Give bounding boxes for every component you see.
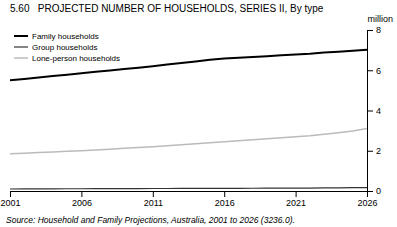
y-axis: 0 2 4 6 8 [367,25,381,196]
legend-label: Lone-person households [32,54,120,63]
chart: 5.60 PROJECTED NUMBER OF HOUSEHOLDS, SER… [0,0,397,227]
legend-item: Lone-person households [14,54,120,63]
x-tick: 2001 [0,191,20,208]
source: Source: Household and Family Projections… [6,215,295,225]
x-tick: 2021 [286,191,306,208]
y-tick-label: 4 [376,106,381,116]
legend-swatch [14,46,28,47]
y-tick-mark [367,70,373,71]
x-tick-label: 2006 [72,198,92,208]
x-tick-label: 2001 [0,198,20,208]
x-tick: 2016 [215,191,235,208]
x-axis: 2001 2006 2011 2016 2021 2026 [0,191,377,208]
y-tick-mark [367,191,373,192]
y-tick-label: 6 [376,66,381,76]
y-axis-label: million [367,14,393,24]
legend-item: Family households [14,32,99,41]
series-line [10,129,367,154]
y-axis-line [368,31,374,192]
y-tick: 2 [367,146,381,156]
x-tick: 2026 [357,191,377,208]
y-tick-mark [367,111,373,112]
y-tick: 4 [367,106,381,116]
legend-swatch [14,35,28,37]
x-tick: 2006 [72,191,92,208]
legend-swatch [14,57,28,59]
y-tick: 6 [367,66,381,76]
x-tick-label: 2026 [357,198,377,208]
lines [10,50,367,189]
x-tick-mark [81,191,82,197]
legend: Family households Group households Lone-pe… [14,32,120,63]
plot: 2001 2006 2011 2016 2021 2026 0 2 4 6 8 Family hous… [0,25,381,208]
legend-label: Family households [32,32,99,41]
legend-item: Group households [14,43,97,52]
y-tick-label: 8 [376,25,381,35]
x-tick-mark [224,191,225,197]
x-tick-mark [153,191,154,197]
x-tick-mark [10,191,11,197]
y-tick: 8 [367,25,381,35]
title: 5.60 PROJECTED NUMBER OF HOUSEHOLDS, SER… [10,3,324,14]
y-tick-label: 2 [376,146,381,156]
x-tick-mark [296,191,297,197]
x-tick-label: 2011 [144,198,163,208]
y-tick-mark [367,151,373,152]
y-tick-label: 0 [376,186,381,196]
x-tick-label: 2016 [215,198,235,208]
x-tick-label: 2021 [286,198,306,208]
legend-label: Group households [32,43,97,52]
x-axis-line [11,192,368,198]
series-line [10,188,367,189]
series-line [10,50,367,81]
y-tick: 0 [367,186,381,196]
y-tick-mark [367,30,373,31]
x-tick: 2011 [144,191,163,208]
